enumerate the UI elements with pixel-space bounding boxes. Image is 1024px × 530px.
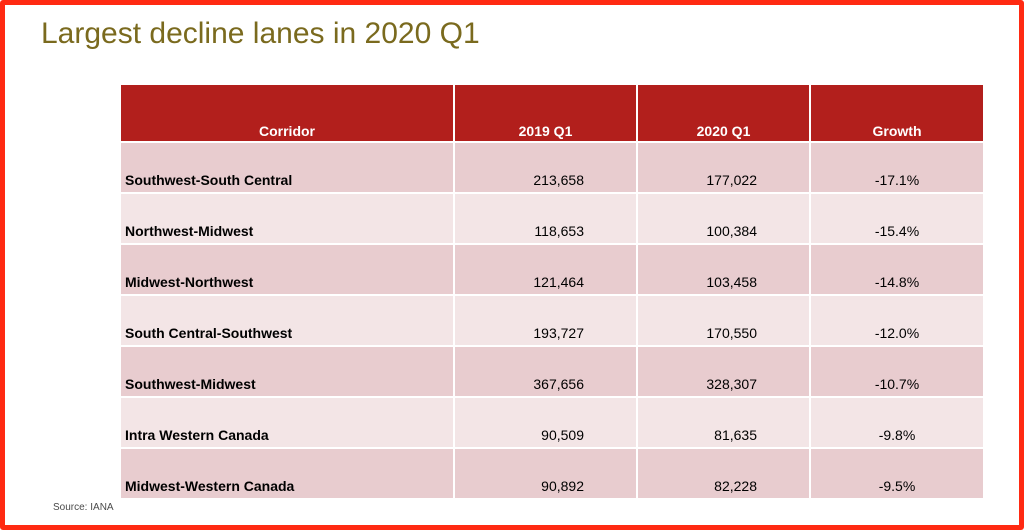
corridor-cell: Midwest-Northwest	[121, 243, 454, 295]
q1-2019-cell: 118,653	[453, 192, 637, 244]
q1-2020-cell: 328,307	[636, 345, 810, 397]
column-header-2020-q1: 2020 Q1	[636, 85, 810, 142]
table-row: Intra Western Canada 90,509 81,635 -9.8%	[121, 396, 983, 448]
q1-2020-cell: 82,228	[636, 447, 810, 498]
table-row: Northwest-Midwest 118,653 100,384 -15.4%	[121, 192, 983, 244]
growth-cell: -15.4%	[809, 192, 983, 244]
column-header-corridor: Corridor	[121, 85, 454, 142]
growth-cell: -9.8%	[809, 396, 983, 448]
table-row: Southwest-South Central 213,658 177,022 …	[121, 141, 983, 193]
source-note: Source: IANA	[53, 502, 114, 513]
corridor-cell: South Central-Southwest	[121, 294, 454, 346]
page-title: Largest decline lanes in 2020 Q1	[41, 17, 480, 50]
growth-cell: -17.1%	[809, 141, 983, 193]
q1-2020-cell: 103,458	[636, 243, 810, 295]
q1-2019-cell: 213,658	[453, 141, 637, 193]
lanes-table: Corridor 2019 Q1 2020 Q1 Growth Southwes…	[121, 85, 983, 498]
q1-2019-cell: 90,509	[453, 396, 637, 448]
q1-2019-cell: 367,656	[453, 345, 637, 397]
table-row: Midwest-Western Canada 90,892 82,228 -9.…	[121, 447, 983, 498]
q1-2019-cell: 121,464	[453, 243, 637, 295]
corridor-cell: Southwest-Midwest	[121, 345, 454, 397]
q1-2020-cell: 81,635	[636, 396, 810, 448]
table-header-row: Corridor 2019 Q1 2020 Q1 Growth	[121, 85, 983, 142]
corridor-cell: Southwest-South Central	[121, 141, 454, 193]
corridor-cell: Intra Western Canada	[121, 396, 454, 448]
table-row: South Central-Southwest 193,727 170,550 …	[121, 294, 983, 346]
column-header-growth: Growth	[809, 85, 983, 142]
growth-cell: -9.5%	[809, 447, 983, 498]
q1-2020-cell: 177,022	[636, 141, 810, 193]
growth-cell: -10.7%	[809, 345, 983, 397]
growth-cell: -12.0%	[809, 294, 983, 346]
q1-2019-cell: 90,892	[453, 447, 637, 498]
q1-2019-cell: 193,727	[453, 294, 637, 346]
growth-cell: -14.8%	[809, 243, 983, 295]
q1-2020-cell: 100,384	[636, 192, 810, 244]
table-row: Midwest-Northwest 121,464 103,458 -14.8%	[121, 243, 983, 295]
corridor-cell: Northwest-Midwest	[121, 192, 454, 244]
table-row: Southwest-Midwest 367,656 328,307 -10.7%	[121, 345, 983, 397]
corridor-cell: Midwest-Western Canada	[121, 447, 454, 498]
q1-2020-cell: 170,550	[636, 294, 810, 346]
column-header-2019-q1: 2019 Q1	[453, 85, 637, 142]
